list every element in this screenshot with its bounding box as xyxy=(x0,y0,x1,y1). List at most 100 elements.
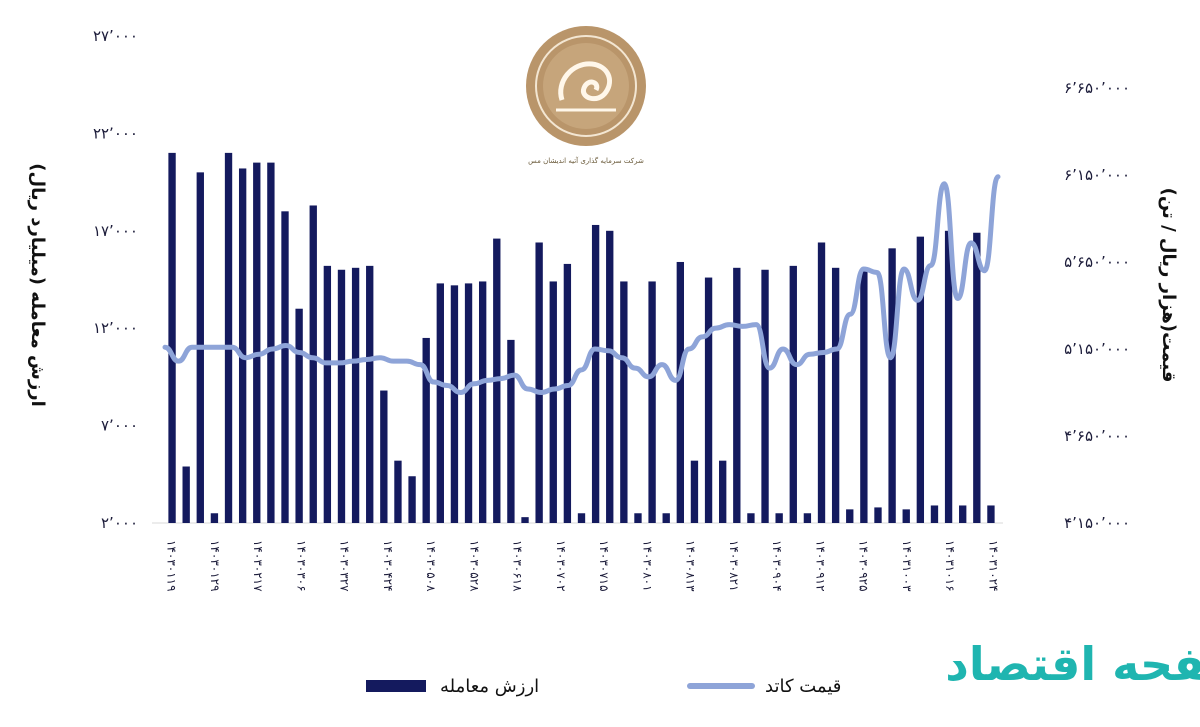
bar xyxy=(422,337,430,523)
x-tick-label: ۱۴۰۳۰۴۲۴ xyxy=(381,540,395,592)
bar xyxy=(210,513,219,523)
left-tick-label: ۷٬۰۰۰ xyxy=(101,417,138,435)
bar xyxy=(366,265,374,523)
x-axis: ۱۴۰۳۰۱۱۹ ۱۴۰۳۰۱۲۹ ۱۴۰۳۰۲۱۷ ۱۴۰۳۰۳۰۶ ۱۴۰۳۰۳۲۷… xyxy=(165,540,1001,592)
bar xyxy=(591,224,600,523)
bar xyxy=(704,277,713,523)
left-tick-label: ۲۲٬۰۰۰ xyxy=(93,124,138,142)
bar xyxy=(959,505,967,523)
x-tick-label: ۱۴۰۳۰۹۰۴ xyxy=(770,540,784,592)
x-tick-label: ۱۴۰۳۱۰۰۳ xyxy=(900,540,914,592)
bar xyxy=(606,230,614,524)
x-tick-label: ۱۴۰۳۰۷۰۲ xyxy=(554,540,568,592)
bar xyxy=(690,460,699,523)
bar xyxy=(831,267,840,523)
x-tick-label: ۱۴۰۳۰۹۱۲ xyxy=(813,540,827,592)
bar xyxy=(634,513,642,523)
bar xyxy=(662,513,670,523)
bar xyxy=(323,265,332,523)
bar xyxy=(337,269,346,523)
x-tick-label: ۱۴۰۳۱۰۱۶ xyxy=(943,540,957,592)
right-tick-label: ۶٬۱۵۰٬۰۰۰ xyxy=(1064,166,1130,184)
bar xyxy=(719,460,727,523)
bar xyxy=(521,517,529,523)
bar xyxy=(380,390,388,523)
bar xyxy=(987,505,995,523)
bar xyxy=(535,242,543,523)
x-tick-label: ۱۴۰۳۰۸۱۳ xyxy=(684,540,698,592)
x-tick-label: ۱۴۰۳۰۲۱۷ xyxy=(251,540,265,592)
bar xyxy=(577,513,586,523)
company-logo xyxy=(526,26,646,146)
x-tick-label: ۱۴۰۳۰۱۱۹ xyxy=(165,540,179,592)
bar xyxy=(253,162,261,523)
x-tick-label: ۱۴۰۳۰۳۰۶ xyxy=(294,540,308,592)
right-tick-label: ۵٬۶۵۰٬۰۰۰ xyxy=(1064,253,1130,271)
legend-line-label: قیمت کاتد xyxy=(765,676,841,697)
left-axis: ۲٬۰۰۰ ۷٬۰۰۰ ۱۲٬۰۰۰ ۱۷٬۰۰۰ ۲۲٬۰۰۰ ۲۷٬۰۰۰ xyxy=(93,27,138,532)
legend: ارزش معامله قیمت کاتد xyxy=(366,676,841,697)
bar xyxy=(747,513,755,523)
bar xyxy=(944,230,953,524)
x-tick-label: ۱۴۰۳۱۰۲۴ xyxy=(987,540,1001,592)
x-tick-label: ۱۴۰۳۰۱۲۹ xyxy=(208,540,222,592)
bar xyxy=(267,162,275,523)
left-tick-label: ۲۷٬۰۰۰ xyxy=(93,27,138,45)
bar xyxy=(874,507,882,523)
bar xyxy=(803,513,812,523)
bar xyxy=(846,509,854,523)
bar xyxy=(761,269,769,523)
bar xyxy=(309,205,317,523)
right-axis: ۴٬۱۵۰٬۰۰۰ ۴٬۶۵۰٬۰۰۰ ۵٬۱۵۰٬۰۰۰ ۵٬۶۵۰٬۰۰۰ ۶٬۱۵… xyxy=(1064,79,1130,532)
bar xyxy=(930,505,939,523)
price-line xyxy=(162,174,1001,395)
right-tick-label: ۴٬۶۵۰٬۰۰۰ xyxy=(1064,427,1130,445)
bar xyxy=(281,211,289,523)
bar xyxy=(408,476,416,523)
bar xyxy=(436,283,444,523)
bar xyxy=(676,261,685,523)
bar xyxy=(563,263,572,523)
x-tick-label: ۱۴۰۳۰۵۰۸ xyxy=(424,540,438,592)
right-tick-label: ۶٬۶۵۰٬۰۰۰ xyxy=(1064,79,1130,97)
bar xyxy=(916,236,925,524)
bar xyxy=(733,267,741,523)
bar xyxy=(224,152,233,523)
bar xyxy=(351,267,360,523)
left-tick-label: ۱۷٬۰۰۰ xyxy=(93,222,138,240)
bar xyxy=(789,265,797,523)
x-tick-label: ۱۴۰۳۰۶۱۸ xyxy=(511,540,525,592)
bar xyxy=(238,168,247,524)
x-tick-label: ۱۴۰۳۰۸۰۱ xyxy=(640,540,654,592)
bar xyxy=(620,281,628,523)
x-tick-label: ۱۴۰۳۰۳۲۷ xyxy=(338,540,352,592)
bar xyxy=(775,513,783,523)
bar xyxy=(860,269,868,523)
bar xyxy=(464,283,473,523)
bar xyxy=(902,509,910,523)
left-tick-label: ۲٬۰۰۰ xyxy=(101,514,138,532)
bar xyxy=(295,308,303,523)
bar xyxy=(394,460,402,523)
legend-bar-label: ارزش معامله xyxy=(440,676,539,697)
logo-caption: شرکت سرمایه گذاری آتیه اندیشان مس xyxy=(528,156,644,165)
right-tick-label: ۵٬۱۵۰٬۰۰۰ xyxy=(1064,340,1130,358)
bar xyxy=(182,466,190,523)
x-tick-label: ۱۴۰۳۰۸۲۱ xyxy=(727,540,741,592)
legend-bar-swatch xyxy=(366,680,426,692)
right-axis-title: قیمت(هزار ریال / تن) xyxy=(1158,188,1179,383)
x-tick-label: ۱۴۰۳۰۹۲۵ xyxy=(857,540,871,592)
bar xyxy=(549,281,557,523)
bar xyxy=(168,152,176,523)
bar xyxy=(973,232,981,524)
watermark-logo: صفحه اقتصاد xyxy=(945,637,1200,691)
bar xyxy=(478,281,487,523)
right-tick-label: ۴٬۱۵۰٬۰۰۰ xyxy=(1064,514,1130,532)
x-tick-label: ۱۴۰۳۰۵۲۸ xyxy=(467,540,481,592)
left-axis-title: ارزش معامله (میلیارد ریال) xyxy=(27,163,48,407)
left-tick-label: ۱۲٬۰۰۰ xyxy=(93,319,138,337)
x-tick-label: ۱۴۰۳۰۷۱۵ xyxy=(597,540,611,592)
bar xyxy=(450,285,459,523)
